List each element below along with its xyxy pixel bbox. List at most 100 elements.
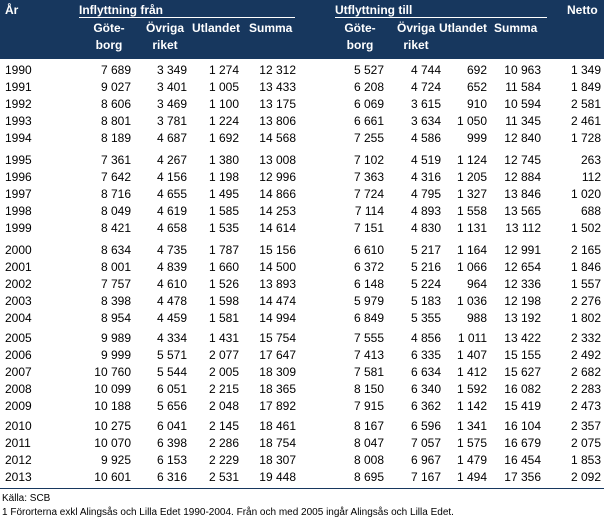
table-row: 1999 8 421 4 658 1 535 14 614 7 151 4 830 1 131… [0, 220, 604, 236]
cell-year: 2011 [5, 436, 31, 450]
cell-year: 2012 [5, 453, 32, 467]
cell-out-goteborg: 6 610 [353, 243, 384, 257]
cell-in-ovriga: 4 267 [156, 153, 187, 167]
cell-out-ovriga: 4 519 [410, 153, 441, 167]
cell-in-summa: 14 474 [259, 294, 296, 308]
cell-in-goteborg: 10 760 [94, 365, 131, 379]
cell-netto: 2 357 [570, 419, 601, 433]
col-header-out-ovriga-line1: Övriga [396, 21, 435, 35]
cell-out-utlandet: 1 124 [456, 153, 487, 167]
cell-in-utlandet: 2 145 [208, 419, 239, 433]
cell-out-summa: 12 654 [504, 260, 541, 274]
cell-in-ovriga: 4 619 [156, 204, 187, 218]
cell-year: 2003 [5, 294, 32, 308]
cell-out-summa: 11 345 [505, 114, 541, 128]
cell-netto: 2 473 [570, 399, 601, 413]
table-row: 2010 10 275 6 041 2 145 18 461 8 167 6 596 1 34… [0, 418, 604, 434]
cell-in-utlandet: 2 229 [208, 453, 239, 467]
cell-year: 1993 [5, 114, 32, 128]
cell-netto: 688 [580, 204, 601, 218]
cell-in-utlandet: 1 535 [208, 221, 239, 235]
cell-in-utlandet: 1 581 [208, 311, 239, 325]
cell-in-goteborg: 8 716 [100, 187, 131, 201]
cell-in-utlandet: 1 585 [208, 204, 239, 218]
cell-out-ovriga: 7 167 [410, 470, 441, 484]
cell-out-goteborg: 6 208 [353, 80, 384, 94]
cell-out-summa: 10 963 [504, 63, 541, 77]
cell-in-ovriga: 6 153 [156, 453, 187, 467]
cell-in-summa: 18 309 [259, 365, 296, 379]
col-header-in-ovriga-line1: Övriga [145, 21, 184, 35]
cell-in-ovriga: 4 156 [156, 170, 187, 184]
table-bottom-rule [0, 488, 604, 489]
table-row: 1992 8 606 3 469 1 100 13 175 6 069 3 615 910 10… [0, 96, 604, 112]
cell-out-summa: 10 594 [504, 97, 541, 111]
cell-out-goteborg: 8 695 [353, 470, 384, 484]
cell-in-summa: 12 996 [259, 170, 296, 184]
cell-in-ovriga: 6 316 [156, 470, 187, 484]
cell-netto: 2 092 [570, 470, 601, 484]
cell-in-utlandet: 1 787 [208, 243, 239, 257]
cell-out-ovriga: 4 586 [410, 131, 441, 145]
cell-in-summa: 13 008 [259, 153, 296, 167]
cell-in-summa: 13 433 [259, 80, 296, 94]
cell-out-utlandet: 1 036 [456, 294, 487, 308]
cell-year: 2005 [5, 331, 32, 345]
cell-out-summa: 16 104 [504, 419, 541, 433]
cell-in-goteborg: 8 421 [100, 221, 131, 235]
cell-out-ovriga: 5 217 [410, 243, 441, 257]
cell-in-goteborg: 10 070 [94, 436, 131, 450]
cell-out-utlandet: 1 011 [457, 331, 487, 345]
cell-in-summa: 13 893 [259, 277, 296, 291]
cell-in-utlandet: 2 531 [208, 470, 239, 484]
cell-out-goteborg: 6 372 [353, 260, 384, 274]
cell-year: 1992 [5, 97, 32, 111]
cell-year: 1995 [5, 153, 32, 167]
table-row: 2005 9 989 4 334 1 431 15 754 7 555 4 856 1 011… [0, 330, 604, 346]
cell-out-summa: 13 846 [504, 187, 541, 201]
cell-in-ovriga: 4 655 [156, 187, 187, 201]
cell-in-goteborg: 8 049 [100, 204, 131, 218]
cell-out-goteborg: 5 979 [353, 294, 384, 308]
cell-in-utlandet: 1 692 [208, 131, 239, 145]
cell-in-ovriga: 4 610 [156, 277, 187, 291]
group-header-outflow: Utflyttning till [335, 3, 547, 18]
cell-out-ovriga: 5 183 [410, 294, 441, 308]
cell-in-goteborg: 8 606 [100, 97, 131, 111]
cell-out-summa: 13 422 [504, 331, 541, 345]
cell-in-utlandet: 2 215 [208, 382, 239, 396]
cell-netto: 1 557 [570, 277, 601, 291]
cell-in-utlandet: 1 005 [208, 80, 239, 94]
cell-in-utlandet: 1 100 [208, 97, 239, 111]
table-row: 1997 8 716 4 655 1 495 14 866 7 724 4 795 1 327… [0, 186, 604, 202]
table-row: 2001 8 001 4 839 1 660 14 500 6 372 5 216 1 066… [0, 259, 604, 275]
table-row: 1996 7 642 4 156 1 198 12 996 7 363 4 316 1 205… [0, 169, 604, 185]
table-row: 1995 7 361 4 267 1 380 13 008 7 102 4 519 1 124… [0, 152, 604, 168]
cell-netto: 1 846 [570, 260, 601, 274]
cell-out-goteborg: 7 102 [353, 153, 384, 167]
cell-in-utlandet: 1 274 [208, 63, 239, 77]
cell-out-ovriga: 3 634 [410, 114, 441, 128]
cell-out-ovriga: 7 057 [410, 436, 441, 450]
cell-year: 1991 [5, 80, 32, 94]
cell-year: 2007 [5, 365, 32, 379]
cell-in-goteborg: 8 189 [100, 131, 131, 145]
cell-year: 2009 [5, 399, 32, 413]
cell-in-summa: 14 568 [259, 131, 296, 145]
cell-in-utlandet: 1 380 [208, 153, 239, 167]
cell-out-utlandet: 910 [466, 97, 487, 111]
col-header-netto: Netto [567, 3, 598, 17]
cell-out-goteborg: 7 114 [354, 204, 384, 218]
cell-in-summa: 14 253 [259, 204, 296, 218]
cell-out-summa: 13 112 [505, 221, 541, 235]
table-header: År Inflyttning från Utflyttning till Net… [0, 0, 604, 59]
col-header-in-ovriga-line2: riket [152, 38, 178, 52]
cell-in-summa: 14 500 [259, 260, 296, 274]
cell-in-goteborg: 8 801 [100, 114, 131, 128]
cell-out-ovriga: 4 795 [410, 187, 441, 201]
cell-out-goteborg: 7 581 [353, 365, 384, 379]
cell-out-utlandet: 988 [466, 311, 487, 325]
table-row: 2002 7 757 4 610 1 526 13 893 6 148 5 224 964 12… [0, 276, 604, 292]
cell-out-ovriga: 5 224 [410, 277, 441, 291]
cell-in-goteborg: 9 989 [100, 331, 131, 345]
